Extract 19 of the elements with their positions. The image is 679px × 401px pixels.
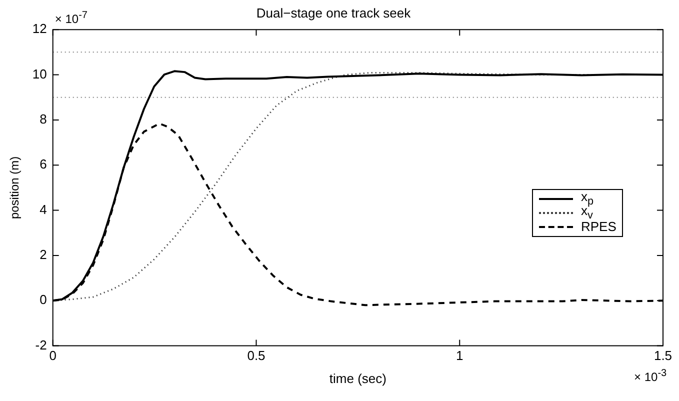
x-tick-label: 1	[456, 348, 464, 364]
y-tick-label: 0	[40, 292, 47, 308]
legend-label: x$_{p}$	[581, 189, 594, 208]
x-axis-title: time (sec)	[329, 370, 386, 386]
y-tick-label: 10	[32, 66, 47, 82]
y-tick-label: 4	[40, 202, 47, 217]
text: × 10$^{-7}$	[54, 10, 88, 26]
x-tick-label: 1.5	[654, 348, 672, 364]
legend-label: RPES	[581, 219, 616, 234]
y-tick-label: -2	[35, 337, 47, 352]
y-axis-title: position (m)	[8, 156, 22, 220]
y-tick-label: 8	[40, 112, 47, 127]
x-tick-label: 0	[49, 348, 56, 364]
y-tick-label: 6	[40, 156, 47, 172]
x-tick-label: 0.5	[247, 348, 266, 364]
y-tick-label: 12	[32, 21, 47, 36]
y-tick-label: 2	[40, 247, 47, 262]
chart-title: Dual−stage one track seek	[256, 5, 412, 20]
text: × 10$^{-3}$	[634, 368, 667, 384]
